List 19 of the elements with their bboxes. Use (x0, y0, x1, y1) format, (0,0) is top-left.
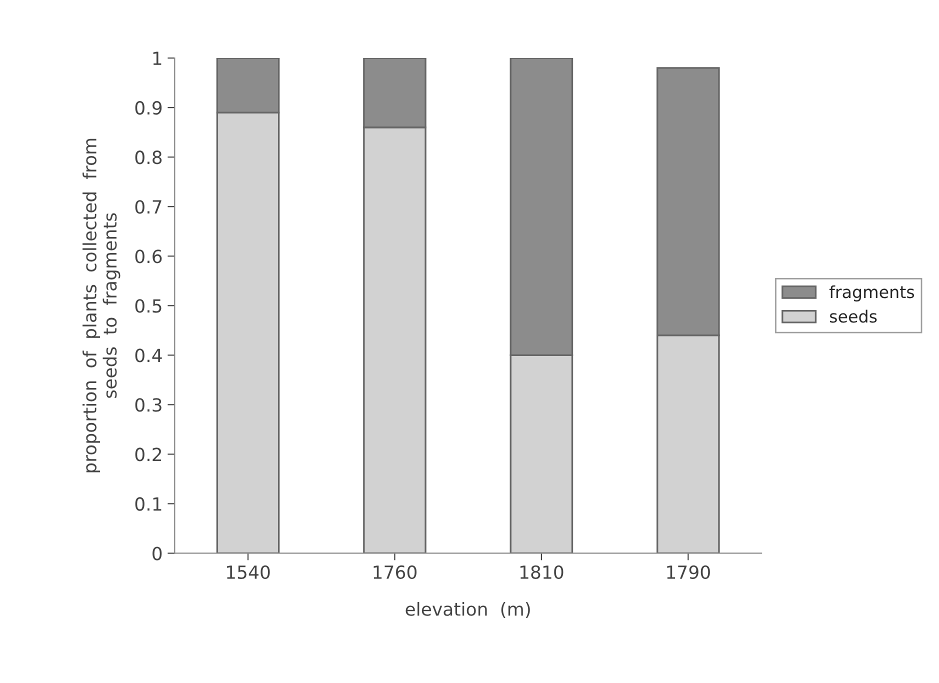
y-tick-label: 0.8 (135, 150, 162, 164)
legend-label: seeds (830, 310, 877, 323)
x-axis-title: elevation (m) (406, 602, 530, 618)
y-tick-label: 0.1 (135, 497, 162, 511)
y-tick-label: 0.4 (135, 348, 162, 362)
x-tick-label: 1540 (227, 565, 270, 580)
y-tick-label: 0.7 (135, 200, 162, 214)
x-tick-label: 1760 (374, 565, 417, 580)
y-tick-label: 0.2 (135, 448, 162, 462)
legend-label: fragments (829, 285, 914, 302)
y-tick-label: 0.9 (135, 101, 162, 115)
y-axis-title: proportion of plants collected from seeds to fragments (82, 138, 120, 472)
x-tick-label: 1790 (667, 565, 710, 580)
y-tick-label: 0.5 (135, 299, 162, 313)
y-tick-label: 0.3 (135, 398, 162, 412)
y-tick-label: 1 (153, 52, 162, 65)
y-tick-label: 0.6 (135, 250, 162, 264)
y-tick-label: 0 (152, 546, 162, 560)
x-tick-label: 1810 (520, 565, 564, 580)
